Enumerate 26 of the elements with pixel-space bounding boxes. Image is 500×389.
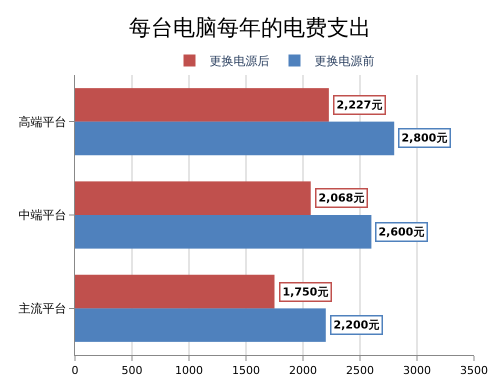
bar xyxy=(75,181,311,215)
y-tick-label: 主流平台 xyxy=(18,302,67,316)
data-label: 2,227元 xyxy=(336,98,382,112)
legend-label: 更换电源前 xyxy=(314,54,374,68)
legend-label: 更换电源后 xyxy=(210,54,270,68)
data-label: 1,750元 xyxy=(282,286,328,298)
data-label: 2,200元 xyxy=(334,318,380,332)
x-tick-label: 3000 xyxy=(403,364,431,378)
x-tick-label: 500 xyxy=(122,364,142,378)
chart-title: 每台电脑每年的电费支出 xyxy=(129,16,371,41)
x-tick-label: 2500 xyxy=(346,364,374,378)
x-tick-label: 1000 xyxy=(175,364,203,378)
bar xyxy=(75,215,372,249)
bar xyxy=(75,122,394,156)
data-label: 2,068元 xyxy=(318,192,364,204)
x-tick-label: 3500 xyxy=(460,364,488,378)
bar xyxy=(75,88,329,122)
y-tick-label: 中端平台 xyxy=(18,208,67,222)
x-tick-label: 2000 xyxy=(289,364,317,378)
bar xyxy=(75,308,326,342)
x-tick-label: 1500 xyxy=(232,364,260,378)
x-tick-label: 0 xyxy=(72,364,78,378)
data-label: 2,800元 xyxy=(402,132,448,144)
data-label: 2,600元 xyxy=(378,226,424,238)
bar xyxy=(75,274,274,308)
y-tick-label: 高端平台 xyxy=(18,114,67,129)
